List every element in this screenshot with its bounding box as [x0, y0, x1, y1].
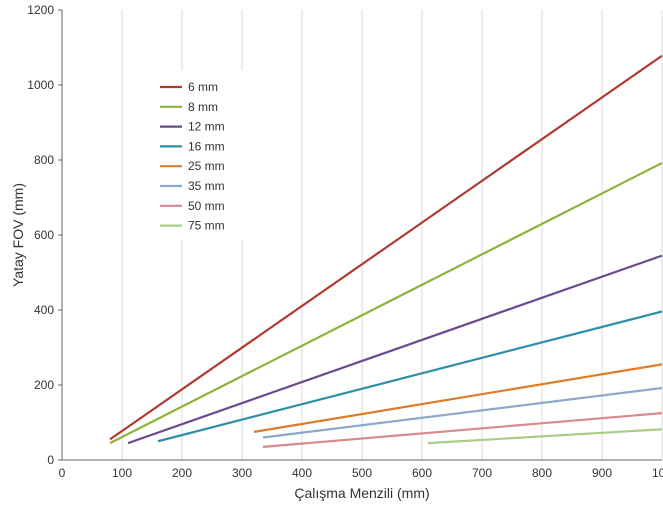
legend-label: 75 mm — [188, 219, 225, 233]
series-line-25-mm — [253, 363, 663, 433]
legend-label: 50 mm — [188, 199, 225, 213]
x-tick-label: 100 — [112, 466, 132, 480]
y-tick-label: 1000 — [27, 78, 54, 92]
y-tick-label: 400 — [34, 303, 54, 317]
y-tick-label: 200 — [34, 378, 54, 392]
y-axis-title: Yatay FOV (mm) — [10, 183, 26, 287]
tick-layer: 0100200300400500600700800900100020040060… — [27, 3, 663, 480]
x-tick-label: 600 — [412, 466, 432, 480]
x-tick-label: 300 — [232, 466, 252, 480]
y-tick-label: 1200 — [27, 3, 54, 17]
legend-label: 12 mm — [188, 120, 225, 134]
series-line-35-mm — [262, 386, 663, 439]
legend-label: 8 mm — [188, 100, 218, 114]
y-tick-label: 800 — [34, 153, 54, 167]
y-tick-label: 0 — [47, 453, 54, 467]
series-line-12-mm — [127, 254, 663, 445]
legend-label: 35 mm — [188, 179, 225, 193]
series-line-6-mm — [109, 54, 663, 441]
x-tick-label: 200 — [172, 466, 192, 480]
x-tick-label: 100 — [652, 466, 663, 480]
x-tick-label: 800 — [532, 466, 552, 480]
series-line-8-mm — [109, 162, 663, 445]
legend-box — [150, 70, 245, 240]
x-tick-label: 400 — [292, 466, 312, 480]
x-tick-label: 900 — [592, 466, 612, 480]
series-layer — [109, 54, 663, 448]
legend-label: 25 mm — [188, 159, 225, 173]
series-line-75-mm — [427, 428, 663, 445]
series-line-16-mm — [157, 310, 663, 443]
series-line-50-mm — [262, 412, 663, 448]
x-tick-label: 500 — [352, 466, 372, 480]
x-axis-title: Çalışma Menzili (mm) — [294, 485, 429, 501]
y-tick-label: 600 — [34, 228, 54, 242]
legend-label: 16 mm — [188, 139, 225, 153]
legend: 6 mm 8 mm 12 mm 16 mm 25 mm 35 mm 50 mm 75 mm — [150, 70, 245, 240]
x-tick-label: 0 — [59, 466, 66, 480]
legend-label: 6 mm — [188, 80, 218, 94]
x-tick-label: 700 — [472, 466, 492, 480]
